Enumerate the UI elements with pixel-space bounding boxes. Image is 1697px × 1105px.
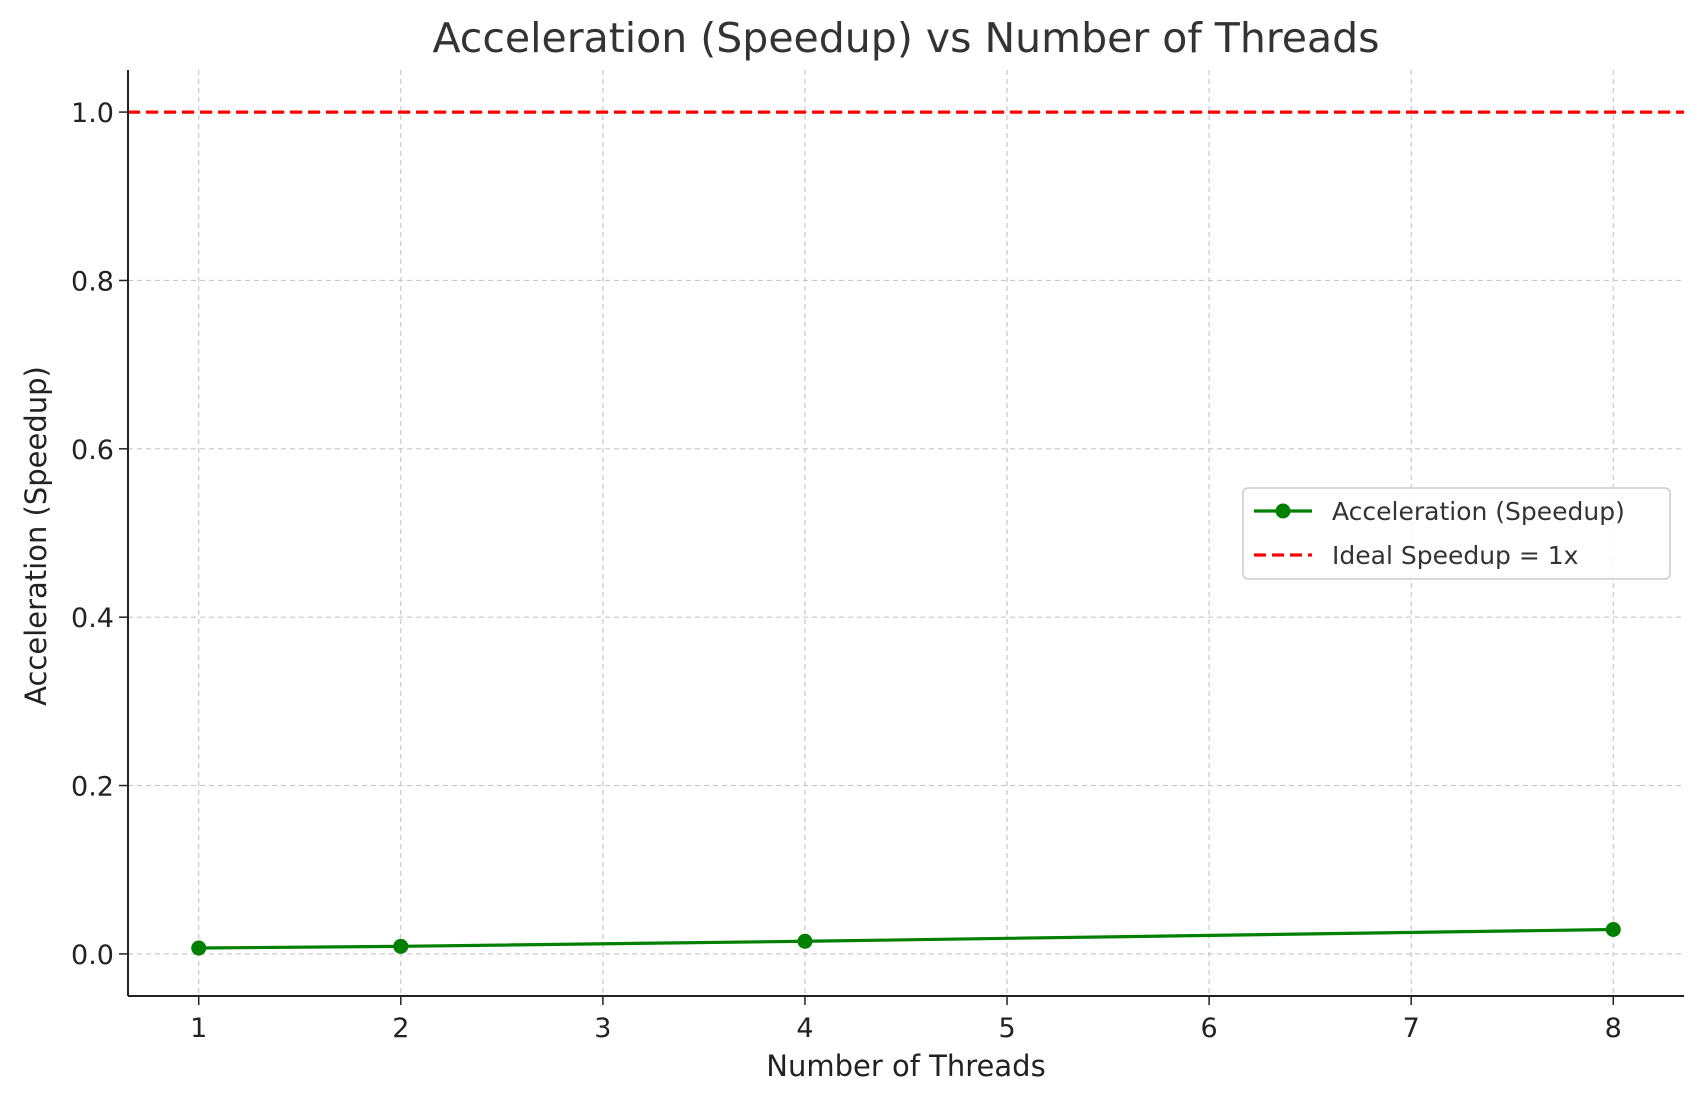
chart-title: Acceleration (Speedup) vs Number of Thre… xyxy=(432,14,1379,62)
x-tick-label: 5 xyxy=(998,1013,1015,1044)
y-tick-label: 0.6 xyxy=(71,435,114,466)
x-axis-label: Number of Threads xyxy=(766,1049,1045,1083)
y-tick-label: 1.0 xyxy=(71,98,114,129)
series xyxy=(191,921,1621,956)
y-tick-label: 0.8 xyxy=(71,266,114,297)
x-tick-label: 1 xyxy=(190,1013,207,1044)
speedup-data-point xyxy=(191,940,207,956)
x-tick-label: 3 xyxy=(594,1013,611,1044)
x-tick-label: 6 xyxy=(1201,1013,1218,1044)
legend-box xyxy=(1242,487,1671,580)
legend: Acceleration (Speedup) Ideal Speedup = 1… xyxy=(1242,487,1671,580)
legend-label-ideal: Ideal Speedup = 1x xyxy=(1332,541,1578,570)
y-tick-label: 0.0 xyxy=(71,940,114,971)
x-tick-label: 7 xyxy=(1403,1013,1420,1044)
speedup-data-point xyxy=(393,938,409,954)
x-tick-label: 2 xyxy=(392,1013,409,1044)
speedup-data-point xyxy=(797,933,813,949)
speedup-series-line xyxy=(198,927,1614,950)
speedup-data-point xyxy=(1605,921,1621,937)
y-tick-label: 0.4 xyxy=(71,603,114,634)
legend-label-speedup: Acceleration (Speedup) xyxy=(1332,497,1625,526)
y-axis-label: Acceleration (Speedup) xyxy=(19,366,53,706)
x-tick-label: 4 xyxy=(796,1013,813,1044)
y-tick-label: 0.2 xyxy=(71,772,114,803)
legend-marker-speedup xyxy=(1275,503,1291,519)
x-tick-label: 8 xyxy=(1605,1013,1622,1044)
ticks: 1 2 3 4 5 6 7 8 0.0 0.2 0.4 0.6 0.8 1.0 xyxy=(71,98,1622,1044)
axes xyxy=(127,70,1684,997)
